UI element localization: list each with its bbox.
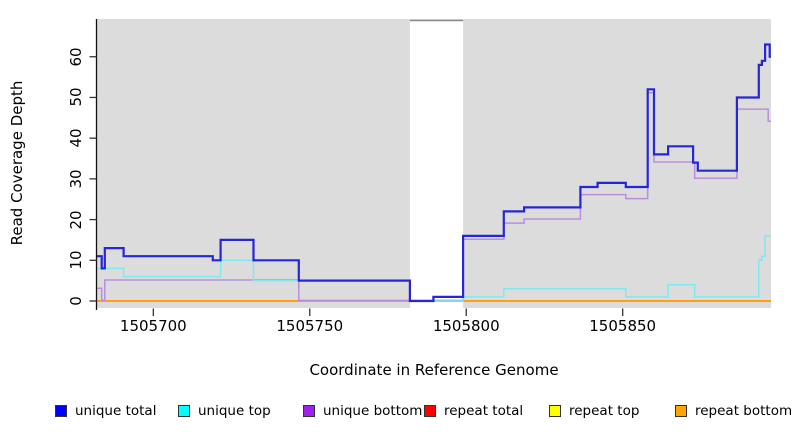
legend-item-unique-top: unique top xyxy=(178,400,271,422)
y-tick-label: 10 xyxy=(67,250,85,270)
y-axis-label: Read Coverage Depth xyxy=(8,80,26,246)
x-tick-label: 1505750 xyxy=(276,317,344,335)
series-line-unique-top xyxy=(97,235,771,302)
y-tick-label: 20 xyxy=(67,210,85,230)
y-tick-label: 50 xyxy=(67,87,85,107)
legend-item-unique-bottom: unique bottom xyxy=(303,400,422,422)
x-tick-label: 1505700 xyxy=(119,317,187,335)
y-tick-label: 30 xyxy=(67,169,85,189)
legend-swatch-repeat-bottom xyxy=(675,405,687,417)
legend-swatch-unique-total xyxy=(55,405,67,417)
y-tick-label: 60 xyxy=(67,47,85,67)
legend-label-repeat-total: repeat total xyxy=(444,403,524,419)
series-line-unique-total xyxy=(97,43,771,303)
legend-label-repeat-bottom: repeat bottom xyxy=(695,403,792,419)
legend: unique total unique top unique bottom repea… xyxy=(0,396,792,424)
legend-swatch-unique-bottom xyxy=(303,405,315,417)
legend-label-unique-total: unique total xyxy=(75,403,157,419)
legend-swatch-repeat-total xyxy=(424,405,436,417)
legend-label-unique-bottom: unique bottom xyxy=(323,403,423,419)
legend-item-unique-total: unique total xyxy=(55,400,156,422)
legend-label-repeat-top: repeat top xyxy=(569,403,640,419)
masked-region xyxy=(409,21,464,308)
x-tick-label: 1505850 xyxy=(589,317,657,335)
y-tick-label: 0 xyxy=(67,296,85,306)
y-tick-label: 40 xyxy=(67,128,85,148)
legend-swatch-unique-top xyxy=(178,405,190,417)
legend-swatch-repeat-top xyxy=(549,405,561,417)
x-tick-label: 1505800 xyxy=(432,317,500,335)
legend-item-repeat-total: repeat total xyxy=(424,400,523,422)
x-axis-label: Coordinate in Reference Genome xyxy=(309,361,559,379)
legend-item-repeat-top: repeat top xyxy=(549,400,639,422)
legend-label-unique-top: unique top xyxy=(198,403,271,419)
legend-item-repeat-bottom: repeat bottom xyxy=(675,400,792,422)
